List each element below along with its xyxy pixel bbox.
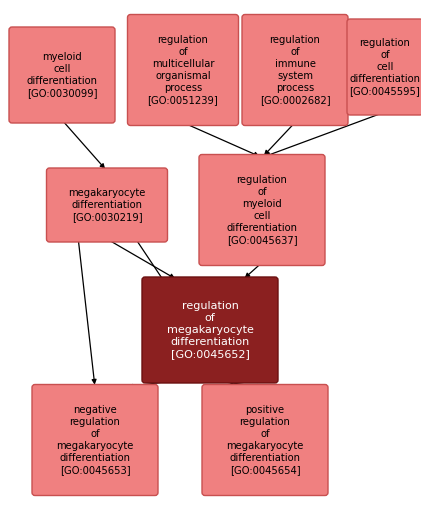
Text: regulation
of
multicellular
organismal
process
[GO:0051239]: regulation of multicellular organismal p… [148, 35, 218, 105]
Text: megakaryocyte
differentiation
[GO:0030219]: megakaryocyte differentiation [GO:003021… [68, 188, 146, 222]
Text: regulation
of
cell
differentiation
[GO:0045595]: regulation of cell differentiation [GO:0… [349, 38, 421, 96]
FancyBboxPatch shape [242, 15, 348, 126]
FancyBboxPatch shape [347, 19, 421, 115]
FancyBboxPatch shape [202, 384, 328, 495]
Text: regulation
of
megakaryocyte
differentiation
[GO:0045652]: regulation of megakaryocyte differentiat… [167, 301, 253, 359]
Text: negative
regulation
of
megakaryocyte
differentiation
[GO:0045653]: negative regulation of megakaryocyte dif… [56, 405, 134, 475]
FancyBboxPatch shape [142, 277, 278, 383]
FancyBboxPatch shape [46, 168, 168, 242]
Text: regulation
of
immune
system
process
[GO:0002682]: regulation of immune system process [GO:… [260, 35, 330, 105]
FancyBboxPatch shape [199, 155, 325, 266]
FancyBboxPatch shape [9, 27, 115, 123]
Text: regulation
of
myeloid
cell
differentiation
[GO:0045637]: regulation of myeloid cell differentiati… [226, 175, 298, 245]
FancyBboxPatch shape [128, 15, 239, 126]
FancyBboxPatch shape [32, 384, 158, 495]
Text: myeloid
cell
differentiation
[GO:0030099]: myeloid cell differentiation [GO:0030099… [27, 52, 98, 98]
Text: positive
regulation
of
megakaryocyte
differentiation
[GO:0045654]: positive regulation of megakaryocyte dif… [226, 405, 304, 475]
